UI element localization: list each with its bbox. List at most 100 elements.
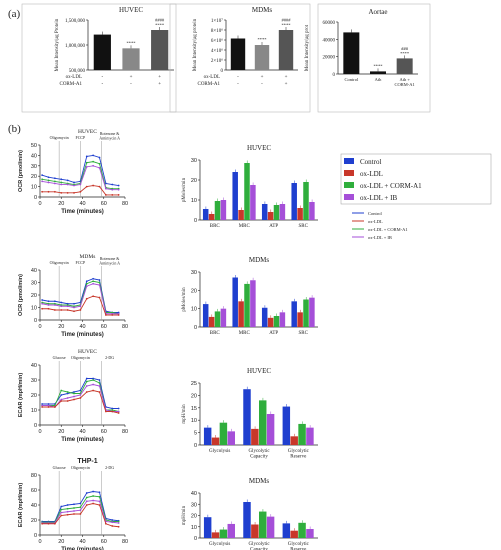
- l2-xtick-label: 80: [122, 324, 128, 330]
- g1-bar: [267, 212, 274, 220]
- l1-point: [98, 185, 101, 188]
- l1-point: [73, 181, 75, 184]
- a2-bar: [230, 38, 246, 70]
- l3-point: [98, 391, 101, 393]
- l1-point: [92, 160, 95, 163]
- l4-ytick-label: 0: [34, 533, 37, 539]
- l1-xtick-label: 20: [58, 201, 64, 207]
- l3-xtick-label: 80: [122, 429, 128, 435]
- l2-point: [117, 311, 120, 314]
- a2-sig: #### ****: [282, 18, 292, 28]
- l4-xtick-label: 40: [79, 539, 85, 545]
- l2-point: [66, 309, 69, 311]
- a3-frame: [317, 3, 431, 113]
- l4-xlabel: Time (minutes): [61, 547, 104, 550]
- g4-bar: [306, 529, 314, 538]
- l4-point: [73, 513, 75, 515]
- l4-point: [111, 525, 114, 527]
- l4-point: [104, 522, 107, 525]
- g1-bar: [238, 210, 244, 220]
- g1-category-label: BRC: [210, 224, 221, 229]
- l2-point: [60, 301, 63, 304]
- l3-point: [117, 407, 120, 410]
- g4-bar: [266, 516, 275, 538]
- legend-main-frame: [340, 153, 492, 205]
- l1-xtick-label: 80: [122, 201, 128, 207]
- l1-ytick-label: 50: [31, 143, 37, 149]
- g4-bar: [290, 530, 298, 538]
- g3-ytick-label: 25: [191, 381, 197, 387]
- g2-bar: [297, 312, 303, 327]
- a1-ytick-label: 500,000: [69, 69, 86, 74]
- l2-point: [92, 277, 95, 280]
- g3-bar: [306, 427, 314, 445]
- l1-point: [41, 174, 44, 177]
- g2-bar: [267, 317, 274, 327]
- l1-annotation: FCCP: [75, 135, 86, 140]
- legend-main-label: ox-LDL + IB: [360, 194, 397, 202]
- a2-row-label: CORM-A1: [197, 82, 220, 87]
- l1-point: [104, 182, 107, 185]
- l3-xtick-label: 40: [79, 429, 85, 435]
- g2-bar: [238, 301, 244, 327]
- g1-category-label: ATP: [269, 224, 278, 229]
- legend-main-label: ox-LDL + CORM-A1: [360, 182, 422, 190]
- a1-row-mark: -: [130, 82, 132, 87]
- g2-category-label: MRC: [239, 331, 251, 336]
- l1-point: [73, 191, 75, 194]
- legend-small-label: Control: [368, 211, 383, 216]
- l4-point: [60, 508, 63, 511]
- a1-row-mark: +: [130, 75, 133, 80]
- g2-bar: [214, 311, 221, 327]
- l2-xtick-label: 60: [101, 324, 107, 330]
- l2-ytick-label: 30: [31, 281, 37, 287]
- legend-main-label: Control: [360, 158, 381, 166]
- l1-point: [104, 187, 107, 190]
- g4-bar: [298, 522, 306, 538]
- l2-point: [60, 304, 63, 306]
- l1-point: [47, 190, 50, 193]
- l2-point: [111, 311, 114, 314]
- l3-point: [92, 389, 95, 392]
- a1-bar: [93, 34, 111, 70]
- l3-point: [98, 385, 101, 387]
- l4-point: [53, 522, 56, 525]
- l2-xtick-label: 40: [79, 324, 85, 330]
- l1-point: [53, 182, 56, 185]
- l1-point: [111, 194, 114, 196]
- l4-point: [85, 496, 88, 499]
- l2-point: [92, 282, 95, 285]
- l2-point: [66, 302, 69, 305]
- l4-ytick-label: 20: [31, 518, 37, 524]
- l2-ytick-label: 0: [34, 318, 37, 324]
- l1-point: [92, 164, 95, 167]
- l1-point: [60, 183, 63, 186]
- l1-point: [104, 194, 107, 196]
- panel-label-b: (b): [8, 123, 21, 135]
- l2-point: [117, 314, 120, 316]
- l3-annotation: 2-DG: [105, 355, 114, 360]
- l4-point: [73, 507, 75, 509]
- g1-bar: [244, 163, 250, 220]
- a2-bar: [254, 45, 270, 70]
- l1-point: [66, 179, 69, 182]
- l3-point: [66, 392, 69, 395]
- l3-point: [66, 400, 69, 402]
- a2-ylabel: Mean Intensity/µg protein: [193, 18, 198, 71]
- a3-ytick-label: 20000: [323, 56, 336, 61]
- l2-point: [98, 296, 101, 299]
- legend-small-label: ox-LDL: [368, 219, 383, 224]
- g2-ylabel: pMoles/min: [182, 287, 187, 312]
- g3-ytick-label: 5: [194, 431, 197, 437]
- l3-point: [79, 389, 82, 392]
- l3-point: [73, 391, 75, 393]
- l3-point: [47, 404, 50, 407]
- l2-annotation: Oligomycin: [50, 260, 69, 265]
- l4-point: [111, 521, 114, 524]
- a2-row-mark: +: [285, 75, 288, 80]
- l1-point: [92, 154, 95, 157]
- g1-category-label: MRC: [239, 224, 251, 229]
- l1-point: [117, 194, 120, 196]
- a3-ytick-label: 0: [333, 73, 336, 78]
